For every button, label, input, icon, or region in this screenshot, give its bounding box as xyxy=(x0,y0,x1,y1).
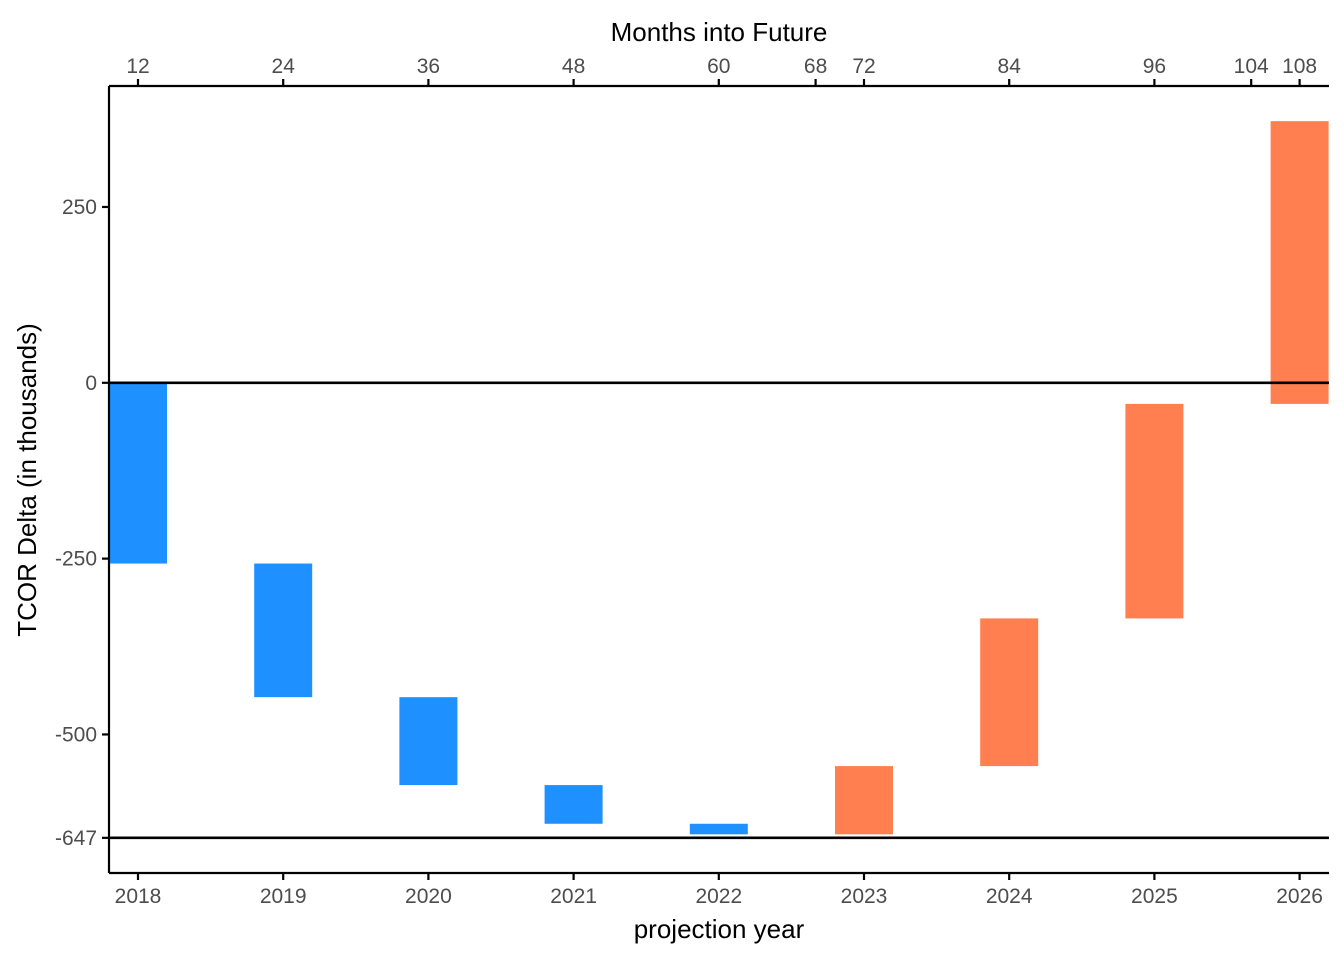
x-tick-label: 2019 xyxy=(260,885,307,908)
x-tick-label: 2022 xyxy=(695,885,742,908)
x-tick-label: 2026 xyxy=(1276,885,1323,908)
top-tick-label: 24 xyxy=(272,55,296,78)
y-tick-label: -250 xyxy=(55,548,97,571)
top-tick-label: 12 xyxy=(126,55,149,78)
bar-2025 xyxy=(1125,403,1184,619)
y-tick-label: -500 xyxy=(55,723,97,746)
bars-layer xyxy=(109,121,1329,835)
top-tick-label: 48 xyxy=(562,55,585,78)
x-tick-label: 2020 xyxy=(405,885,452,908)
y-axis-title: TCOR Delta (in thousands) xyxy=(12,323,42,637)
top-tick-label: 68 xyxy=(804,55,827,78)
bar-2020 xyxy=(399,697,458,786)
y-tick-label: 250 xyxy=(62,196,97,219)
x-tick-label: 2021 xyxy=(550,885,597,908)
top-tick-label: 36 xyxy=(417,55,440,78)
top-tick-label: 104 xyxy=(1234,55,1269,78)
axes xyxy=(102,79,1329,880)
x-tick-label: 2023 xyxy=(841,885,888,908)
x-tick-label: 2024 xyxy=(986,885,1033,908)
x-tick-label: 2018 xyxy=(115,885,162,908)
tick-labels: 250 0 -250 -500 -647 2018 2019 2020 2021 2022 2023… xyxy=(55,55,1323,908)
bar-2021 xyxy=(544,785,603,824)
top-tick-label: 84 xyxy=(998,55,1022,78)
bar-2023 xyxy=(835,766,893,835)
bar-2026 xyxy=(1270,121,1329,404)
bar-2018 xyxy=(109,382,167,564)
bar-2022 xyxy=(689,823,748,835)
bar-2024 xyxy=(980,618,1039,767)
reference-lines xyxy=(109,381,1329,840)
y-tick-label: 0 xyxy=(85,372,97,395)
top-axis-title: Months into Future xyxy=(611,17,828,47)
bar-2019 xyxy=(254,563,313,698)
x-tick-label: 2025 xyxy=(1131,885,1178,908)
top-tick-label: 60 xyxy=(707,55,730,78)
y-tick-label: -647 xyxy=(55,827,97,850)
top-tick-label: 96 xyxy=(1143,55,1166,78)
top-tick-label: 108 xyxy=(1282,55,1317,78)
x-axis-title: projection year xyxy=(634,914,805,944)
top-tick-label: 72 xyxy=(852,55,875,78)
